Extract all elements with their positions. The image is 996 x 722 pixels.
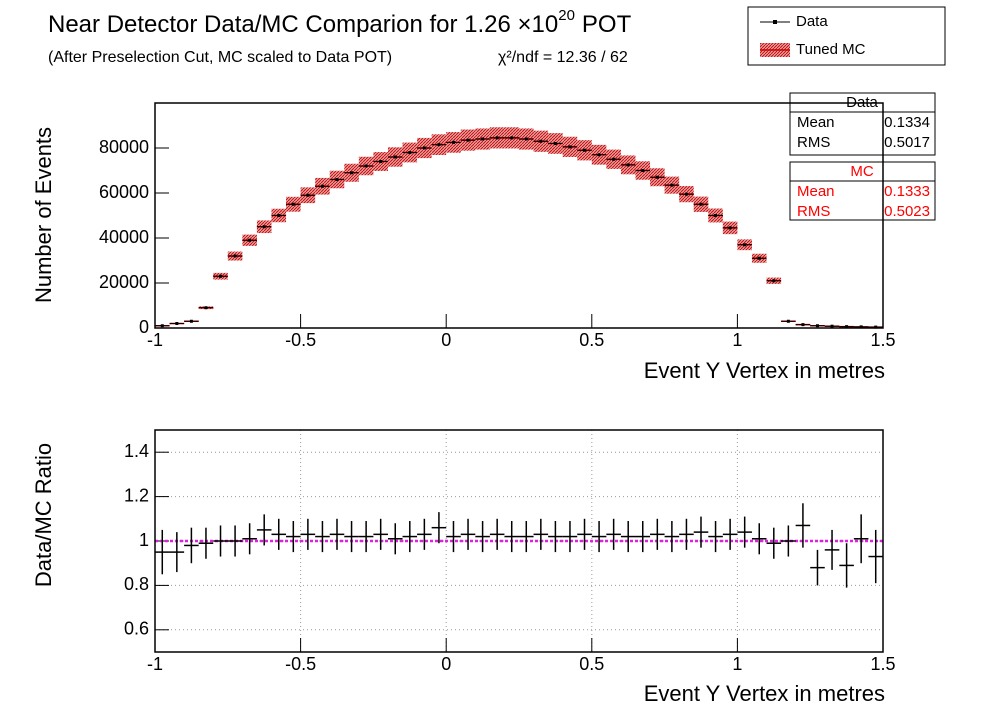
data-point [801,323,805,327]
y-tick-label: 0.8 [124,574,149,594]
data-point [233,254,237,258]
x-tick-label: 1 [732,330,742,350]
stats-key: Mean [797,114,835,131]
data-point [364,164,368,168]
data-point [262,225,266,229]
stats-box [789,161,936,221]
x-tick-label: 0 [441,654,451,674]
stats-value: 0.5023 [884,203,930,220]
data-point [845,325,849,329]
title-suffix: POT [582,11,632,38]
title-sup: 20 [558,7,575,24]
data-point [481,137,485,141]
x-tick-label: 1 [732,654,742,674]
data-point [859,325,863,329]
plot-frame [154,429,884,653]
data-point [495,136,499,140]
y-tick-label: 1.2 [124,485,149,505]
data-point [320,184,324,188]
data-point [160,324,164,328]
x-tick-label: -0.5 [285,654,316,674]
data-point [451,140,455,144]
chart-title: Near Detector Data/MC Comparion for 1.26… [48,7,632,38]
data-point [772,279,776,283]
data-point [437,143,441,147]
x-tick-label: -1 [147,654,163,674]
data-point [219,274,223,278]
y-tick-label: 80000 [99,137,149,157]
data-point [786,319,790,323]
title-main: Near Detector Data/MC Comparion for 1.26… [48,11,558,38]
y-tick-label: 1.4 [124,441,149,461]
data-point [815,324,819,328]
legend-label: Data [796,13,828,30]
y-tick-label: 40000 [99,227,149,247]
y-axis-label: Number of Events [31,127,56,303]
data-point [350,171,354,175]
y-axis-label: Data/MC Ratio [31,443,56,587]
y-tick-label: 0 [139,317,149,337]
data-point [189,319,193,323]
x-tick-label: 0.5 [579,330,604,350]
data-point [204,306,208,310]
data-point [422,146,426,150]
y-tick-label: 0.6 [124,619,149,639]
data-point [335,178,339,181]
x-tick-label: -1 [147,330,163,350]
data-point [393,155,397,159]
chi2-annotation: χ²/ndf = 12.36 / 62 [498,49,628,66]
data-point [583,148,587,152]
x-tick-label: 0 [441,330,451,350]
data-point [568,145,572,149]
stats-key: Mean [797,183,835,200]
x-tick-label: 0.5 [579,654,604,674]
data-point [699,202,703,206]
legend-label: Tuned MC [796,41,866,58]
data-point [379,160,383,163]
data-point [626,163,630,167]
data-point [597,153,601,157]
data-point [757,256,761,260]
stats-value: 0.5017 [884,134,930,151]
data-point [539,139,543,143]
data-point [714,214,718,217]
data-point [306,193,310,197]
stats-key: RMS [797,203,830,220]
data-point [277,214,281,217]
data-point [684,192,688,196]
x-axis-label: Event Y Vertex in metres [644,681,885,706]
data-point [248,238,252,242]
data-point [408,151,412,154]
y-tick-label: 20000 [99,272,149,292]
data-point [175,322,179,325]
data-point [553,142,557,145]
subtitle: (After Preselection Cut, MC scaled to Da… [48,49,392,66]
data-point [612,157,616,161]
plot-frame [154,102,884,329]
x-tick-label: 1.5 [870,330,895,350]
data-point [641,169,645,172]
y-tick-label: 1 [139,530,149,550]
data-point [830,324,834,328]
legend-swatch-marker [773,20,777,24]
stats-value: 0.1334 [884,114,930,131]
data-point [728,226,732,230]
stats-key: RMS [797,134,830,151]
x-tick-label: 1.5 [870,654,895,674]
x-tick-label: -0.5 [285,330,316,350]
stats-title: MC [850,163,873,180]
data-point [510,136,514,140]
data-point [874,325,878,329]
data-point [466,138,470,142]
data-point [670,183,674,187]
data-point [743,243,747,247]
y-tick-label: 60000 [99,182,149,202]
stats-value: 0.1333 [884,183,930,200]
data-point [291,202,295,206]
x-axis-label: Event Y Vertex in metres [644,358,885,383]
data-point [655,175,659,179]
data-point [524,137,528,141]
